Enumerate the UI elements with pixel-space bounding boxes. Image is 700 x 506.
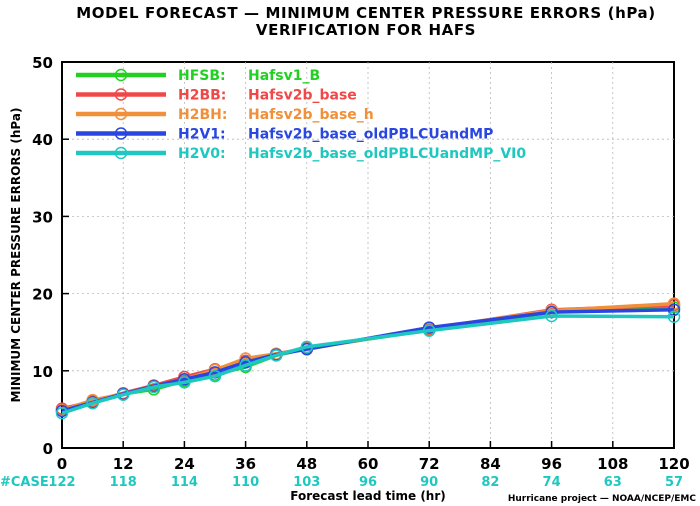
data-point xyxy=(86,396,99,410)
data-point xyxy=(667,310,681,324)
grid-lines xyxy=(62,62,674,448)
case-count: 122 xyxy=(48,475,75,490)
case-count: 82 xyxy=(481,475,499,490)
x-tick-label: 36 xyxy=(235,455,256,473)
x-tick-label: 96 xyxy=(541,455,562,473)
y-tick-label: 40 xyxy=(32,131,53,149)
data-point xyxy=(300,340,314,354)
data-point xyxy=(116,388,130,401)
data-point xyxy=(208,369,222,383)
legend-marker xyxy=(114,68,128,82)
data-point xyxy=(422,321,436,334)
x-tick-label: 108 xyxy=(597,455,628,473)
y-tick-label: 10 xyxy=(32,363,53,381)
x-axis-ticks: 0 12 24 36 48 60 72 84 96 108 120 xyxy=(57,441,690,473)
x-tick-label: 24 xyxy=(174,455,195,473)
x-tick-label: 48 xyxy=(296,455,317,473)
case-count: 118 xyxy=(110,475,137,490)
x-tick-label: 12 xyxy=(113,455,134,473)
case-count: 57 xyxy=(665,475,683,490)
data-point xyxy=(269,349,283,362)
case-label: #CASE xyxy=(0,475,49,490)
case-count: 114 xyxy=(171,475,198,490)
x-tick-label: 84 xyxy=(480,455,501,473)
data-point xyxy=(178,376,191,389)
legend-series-desc: Hafsv1_B xyxy=(248,68,320,84)
data-point xyxy=(239,359,252,372)
legend-series-name: H2BB: xyxy=(178,88,226,104)
legend: HFSB: Hafsv1_B H2BB: Hafsv2b_base H2BH: Hafsv… xyxy=(76,68,526,162)
series-layer xyxy=(55,297,681,420)
case-count: 63 xyxy=(604,475,622,490)
y-tick-label: 0 xyxy=(43,440,53,458)
legend-marker xyxy=(114,107,128,121)
chart-subtitle: VERIFICATION FOR HAFS xyxy=(256,21,476,39)
y-tick-label: 30 xyxy=(32,208,53,226)
legend-series-desc: Hafsv2b_base_oldPBLCUandMP_VI0 xyxy=(248,146,526,162)
y-axis-ticks: 0 10 20 30 40 50 xyxy=(32,54,69,458)
case-count: 74 xyxy=(543,475,561,490)
case-count: 110 xyxy=(232,475,259,490)
legend-series-desc: Hafsv2b_base_h xyxy=(248,107,374,123)
chart-title: MODEL FORECAST — MINIMUM CENTER PRESSURE… xyxy=(76,4,656,22)
legend-marker xyxy=(114,88,128,101)
data-point xyxy=(55,407,69,420)
x-tick-label: 120 xyxy=(658,455,689,473)
series-4 xyxy=(55,309,681,420)
y-axis-label: MINIMUM CENTER PRESSURE ERRORS (hPa) xyxy=(9,108,23,403)
y-tick-label: 20 xyxy=(32,286,53,304)
x-tick-label: 0 xyxy=(57,455,67,473)
case-count: 96 xyxy=(359,475,377,490)
data-point xyxy=(667,297,681,310)
case-count: 90 xyxy=(420,475,438,490)
legend-series-name: H2BH: xyxy=(178,107,227,123)
data-point xyxy=(147,380,161,394)
legend-series-desc: Hafsv2b_base_oldPBLCUandMP xyxy=(248,127,493,143)
case-count: 103 xyxy=(293,475,320,490)
legend-series-name: H2V0: xyxy=(178,146,226,162)
legend-marker xyxy=(114,146,128,160)
legend-marker xyxy=(114,127,128,140)
legend-series-desc: Hafsv2b_base xyxy=(248,88,357,104)
case-counts: #CASE 122 118 114 110 103 96 90 82 74 63 57 xyxy=(0,475,683,490)
legend-series-name: HFSB: xyxy=(178,68,226,84)
data-point xyxy=(545,309,558,323)
x-axis-label: Forecast lead time (hr) xyxy=(290,489,446,503)
credit-text: Hurricane project — NOAA/NCEP/EMC xyxy=(508,494,697,504)
legend-series-name: H2V1: xyxy=(178,127,226,143)
data-point xyxy=(178,373,191,386)
x-tick-label: 72 xyxy=(419,455,440,473)
data-point xyxy=(422,324,436,337)
x-tick-label: 60 xyxy=(358,455,379,473)
y-tick-label: 50 xyxy=(32,54,53,72)
